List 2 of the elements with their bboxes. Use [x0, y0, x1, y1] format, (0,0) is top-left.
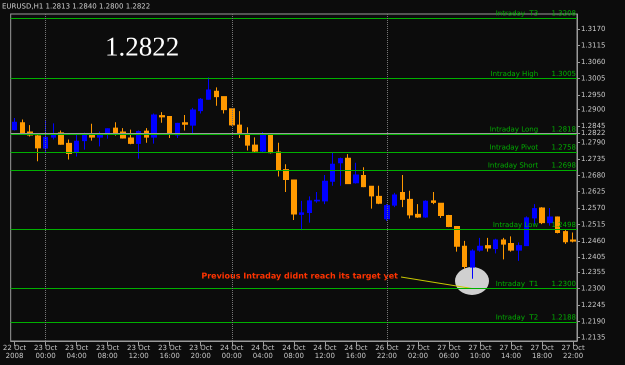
text: 1.2822	[105, 32, 180, 62]
annotation: Previous Intraday didnt reach its target yet	[201, 272, 398, 280]
